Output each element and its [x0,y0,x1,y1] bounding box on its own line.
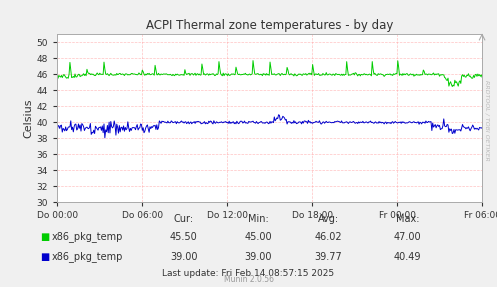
Text: 39.00: 39.00 [245,252,272,262]
Text: 46.02: 46.02 [314,232,342,242]
Text: Last update: Fri Feb 14 08:57:15 2025: Last update: Fri Feb 14 08:57:15 2025 [163,269,334,278]
Text: 47.00: 47.00 [394,232,421,242]
Text: 45.00: 45.00 [245,232,272,242]
Text: RRDTOOL / TOBI OETIKER: RRDTOOL / TOBI OETIKER [484,80,489,161]
Text: 40.49: 40.49 [394,252,421,262]
Text: ■: ■ [40,252,49,262]
Text: 45.50: 45.50 [170,232,198,242]
Text: 39.00: 39.00 [170,252,198,262]
Text: Min:: Min: [248,214,269,224]
Text: Avg:: Avg: [318,214,338,224]
Text: x86_pkg_temp: x86_pkg_temp [52,231,124,242]
Text: Munin 2.0.56: Munin 2.0.56 [224,275,273,284]
Title: ACPI Thermal zone temperatures - by day: ACPI Thermal zone temperatures - by day [146,19,393,32]
Text: ■: ■ [40,232,49,242]
Text: x86_pkg_temp: x86_pkg_temp [52,251,124,262]
Y-axis label: Celsius: Celsius [24,99,34,138]
Text: 39.77: 39.77 [314,252,342,262]
Text: Cur:: Cur: [174,214,194,224]
Text: Max:: Max: [396,214,419,224]
